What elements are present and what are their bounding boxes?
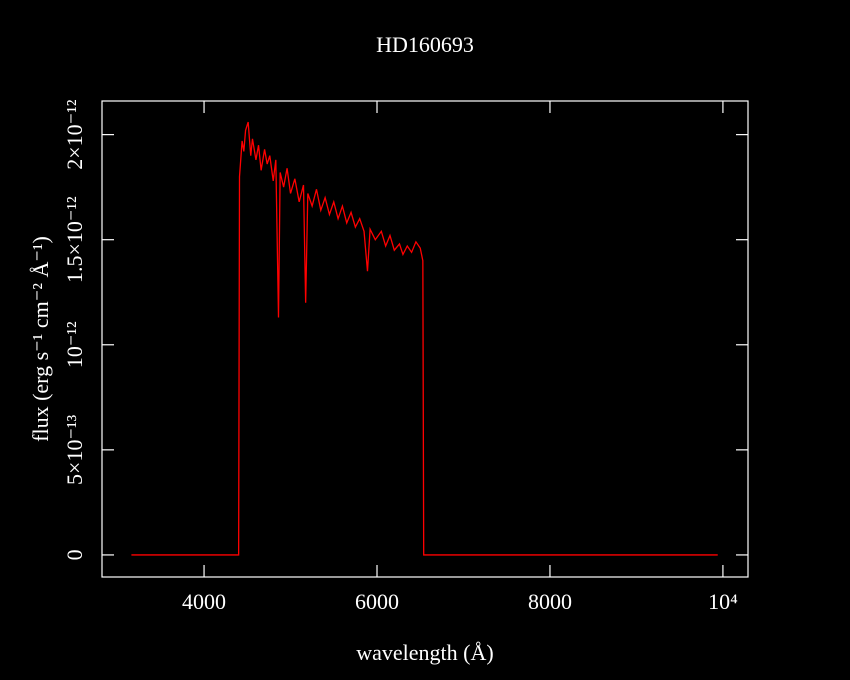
x-axis-label: wavelength (Å) (356, 640, 493, 665)
y-tick-label: 2×10⁻¹² (62, 99, 87, 170)
x-tick-label: 8000 (528, 589, 572, 614)
y-tick-label: 10⁻¹² (62, 321, 87, 368)
x-tick-label: 4000 (182, 589, 226, 614)
spectrum-line (131, 121, 718, 556)
y-tick-label: 5×10⁻¹³ (62, 414, 87, 485)
chart-title: HD160693 (376, 32, 474, 57)
y-tick-label: 1.5×10⁻¹² (62, 196, 87, 283)
x-tick-label: 6000 (355, 589, 399, 614)
x-tick-label: 10⁴ (708, 589, 738, 614)
y-axis-label: flux (erg s⁻¹ cm⁻² Å⁻¹) (28, 236, 53, 442)
plot-frame (101, 100, 749, 578)
y-tick-label: 0 (62, 549, 87, 560)
